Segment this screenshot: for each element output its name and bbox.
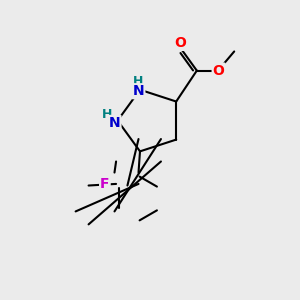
Text: H: H (102, 108, 112, 121)
Text: H: H (133, 75, 144, 88)
Text: N: N (109, 116, 121, 130)
Text: N: N (133, 84, 144, 98)
Text: O: O (174, 36, 186, 50)
Text: F: F (100, 177, 110, 191)
Text: O: O (213, 64, 224, 78)
